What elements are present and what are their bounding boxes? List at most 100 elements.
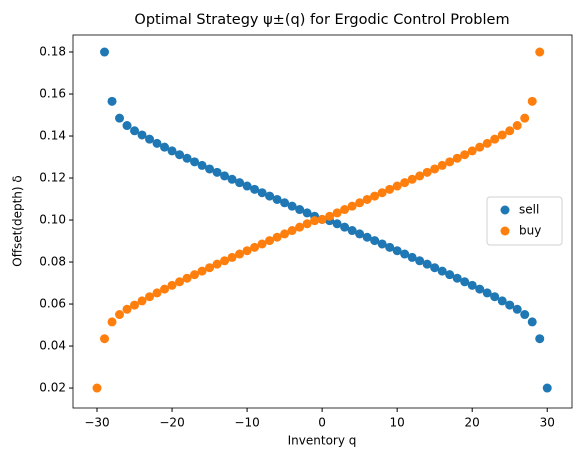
point [265,191,275,201]
legend-label: buy [519,224,541,238]
point [250,184,260,194]
point [482,138,492,148]
point [415,256,425,266]
point [272,194,282,204]
legend-label: sell [519,203,539,217]
point [340,222,350,232]
point [190,157,200,167]
point [137,130,147,140]
point [340,205,350,215]
point [145,134,155,144]
point [415,171,425,181]
point [452,273,462,283]
point [235,178,245,188]
point [332,219,342,229]
point [430,164,440,174]
legend-marker [500,226,510,236]
point [272,232,282,242]
point [287,226,297,236]
point [235,249,245,259]
point [482,288,492,298]
point [430,263,440,273]
point [377,188,387,198]
axes-frame [72,34,573,409]
x-tick-label: 10 [390,416,405,430]
y-tick-label: 0.02 [39,381,66,395]
point [400,249,410,259]
point [242,181,252,191]
x-tick-label: 30 [540,416,555,430]
point [460,150,470,160]
point [542,383,552,393]
point [122,304,132,314]
point [212,259,222,269]
y-tick-label: 0.06 [39,297,66,311]
point [445,270,455,280]
y-tick-label: 0.12 [39,171,66,185]
point [347,226,357,236]
point [355,198,365,208]
point [190,270,200,280]
point [137,296,147,306]
point [92,383,102,393]
point [242,246,252,256]
point [152,138,162,148]
point [107,96,117,106]
point [100,334,110,344]
point [175,277,185,287]
point [182,153,192,163]
point [490,134,500,144]
point [257,239,267,249]
legend-marker [500,205,510,215]
point [497,130,507,140]
point [167,146,177,156]
point [325,211,335,221]
point [220,256,230,266]
point [490,292,500,302]
x-axis-label: Inventory q [288,434,357,448]
x-tick-label: −30 [84,416,109,430]
point [512,121,522,131]
point [362,232,372,242]
point [160,142,170,152]
point [175,150,185,160]
point [250,242,260,252]
point [512,304,522,314]
point [527,96,537,106]
point [295,222,305,232]
point [122,121,132,131]
point [227,174,237,184]
y-tick-label: 0.10 [39,213,66,227]
point [310,216,320,226]
point [152,288,162,298]
y-tick-label: 0.14 [39,129,66,143]
point [362,194,372,204]
point [280,198,290,208]
point [535,334,545,344]
point [407,252,417,262]
point [520,113,530,123]
point [535,47,545,57]
point [130,126,140,136]
point [437,266,447,276]
point [437,160,447,170]
x-tick-label: 20 [465,416,480,430]
point [452,153,462,163]
point [257,188,267,198]
point [115,113,125,123]
x-tick-label: 0 [318,416,326,430]
point [265,236,275,246]
point [115,310,125,320]
point [302,208,312,218]
point [220,171,230,181]
point [407,174,417,184]
point [370,236,380,246]
point [205,263,215,273]
point [167,280,177,290]
point [205,164,215,174]
point [332,208,342,218]
point [467,280,477,290]
point [422,167,432,177]
point [467,146,477,156]
